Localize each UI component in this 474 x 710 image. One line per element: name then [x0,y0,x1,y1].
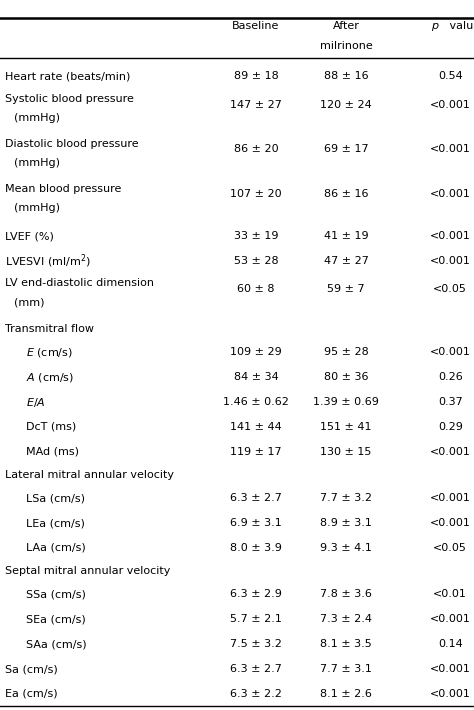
Text: 7.7 ± 3.2: 7.7 ± 3.2 [320,493,372,503]
Text: 151 ± 41: 151 ± 41 [320,422,372,432]
Text: <0.001: <0.001 [430,493,471,503]
Text: 6.3 ± 2.9: 6.3 ± 2.9 [230,589,282,599]
Text: LAa (cm/s): LAa (cm/s) [26,543,86,553]
Text: 89 ± 18: 89 ± 18 [234,72,278,82]
Text: 7.8 ± 3.6: 7.8 ± 3.6 [320,589,372,599]
Text: 6.3 ± 2.2: 6.3 ± 2.2 [230,689,282,699]
Text: MAd (ms): MAd (ms) [26,447,79,457]
Text: <0.001: <0.001 [430,689,471,699]
Text: Baseline: Baseline [232,21,280,31]
Text: Sa (cm/s): Sa (cm/s) [5,664,57,674]
Text: 86 ± 16: 86 ± 16 [324,190,368,200]
Text: (mmHg): (mmHg) [14,203,60,213]
Text: Transmitral flow: Transmitral flow [5,324,94,334]
Text: Lateral mitral annular velocity: Lateral mitral annular velocity [5,470,174,480]
Text: Diastolic blood pressure: Diastolic blood pressure [5,138,138,148]
Text: <0.001: <0.001 [430,256,471,266]
Text: 0.54: 0.54 [438,72,463,82]
Text: <0.001: <0.001 [430,664,471,674]
Text: 69 ± 17: 69 ± 17 [324,145,368,155]
Text: 8.0 ± 3.9: 8.0 ± 3.9 [230,543,282,553]
Text: <0.001: <0.001 [430,231,471,241]
Text: $p$: $p$ [431,21,440,33]
Text: 47 ± 27: 47 ± 27 [324,256,368,266]
Text: 107 ± 20: 107 ± 20 [230,190,282,200]
Text: $\it{E}$ (cm/s): $\it{E}$ (cm/s) [26,346,73,359]
Text: 95 ± 28: 95 ± 28 [324,347,368,357]
Text: 0.14: 0.14 [438,639,463,649]
Text: 119 ± 17: 119 ± 17 [230,447,282,457]
Text: 147 ± 27: 147 ± 27 [230,99,282,109]
Text: 59 ± 7: 59 ± 7 [327,284,365,294]
Text: <0.05: <0.05 [433,543,467,553]
Text: 60 ± 8: 60 ± 8 [237,284,275,294]
Text: 88 ± 16: 88 ± 16 [324,72,368,82]
Text: 0.26: 0.26 [438,372,463,382]
Text: 84 ± 34: 84 ± 34 [234,372,278,382]
Text: <0.001: <0.001 [430,447,471,457]
Text: 5.7 ± 2.1: 5.7 ± 2.1 [230,614,282,624]
Text: $\it{E/A}$: $\it{E/A}$ [26,395,46,408]
Text: 8.1 ± 2.6: 8.1 ± 2.6 [320,689,372,699]
Text: After: After [333,21,359,31]
Text: (mm): (mm) [14,297,45,307]
Text: (mmHg): (mmHg) [14,113,60,123]
Text: 7.3 ± 2.4: 7.3 ± 2.4 [320,614,372,624]
Text: <0.001: <0.001 [430,145,471,155]
Text: <0.001: <0.001 [430,190,471,200]
Text: 109 ± 29: 109 ± 29 [230,347,282,357]
Text: value: value [446,21,474,31]
Text: <0.01: <0.01 [433,589,467,599]
Text: LVESVI (ml/m$^2$): LVESVI (ml/m$^2$) [5,252,91,270]
Text: 6.9 ± 3.1: 6.9 ± 3.1 [230,518,282,528]
Text: 6.3 ± 2.7: 6.3 ± 2.7 [230,493,282,503]
Text: <0.001: <0.001 [430,614,471,624]
Text: 7.7 ± 3.1: 7.7 ± 3.1 [320,664,372,674]
Text: 8.1 ± 3.5: 8.1 ± 3.5 [320,639,372,649]
Text: 80 ± 36: 80 ± 36 [324,372,368,382]
Text: LV end-diastolic dimension: LV end-diastolic dimension [5,278,154,288]
Text: <0.001: <0.001 [430,99,471,109]
Text: <0.001: <0.001 [430,518,471,528]
Text: DcT (ms): DcT (ms) [26,422,76,432]
Text: <0.05: <0.05 [433,284,467,294]
Text: SEa (cm/s): SEa (cm/s) [26,614,86,624]
Text: LVEF (%): LVEF (%) [5,231,54,241]
Text: 120 ± 24: 120 ± 24 [320,99,372,109]
Text: 8.9 ± 3.1: 8.9 ± 3.1 [320,518,372,528]
Text: 1.46 ± 0.62: 1.46 ± 0.62 [223,397,289,407]
Text: Systolic blood pressure: Systolic blood pressure [5,94,134,104]
Text: Septal mitral annular velocity: Septal mitral annular velocity [5,566,170,576]
Text: 0.37: 0.37 [438,397,463,407]
Text: LSa (cm/s): LSa (cm/s) [26,493,85,503]
Text: LEa (cm/s): LEa (cm/s) [26,518,85,528]
Text: SAa (cm/s): SAa (cm/s) [26,639,87,649]
Text: 130 ± 15: 130 ± 15 [320,447,372,457]
Text: 0.29: 0.29 [438,422,463,432]
Text: 41 ± 19: 41 ± 19 [324,231,368,241]
Text: 33 ± 19: 33 ± 19 [234,231,278,241]
Text: 53 ± 28: 53 ± 28 [234,256,278,266]
Text: Heart rate (beats/min): Heart rate (beats/min) [5,72,130,82]
Text: 86 ± 20: 86 ± 20 [234,145,278,155]
Text: milrinone: milrinone [319,41,373,51]
Text: SSa (cm/s): SSa (cm/s) [26,589,86,599]
Text: 1.39 ± 0.69: 1.39 ± 0.69 [313,397,379,407]
Text: 6.3 ± 2.7: 6.3 ± 2.7 [230,664,282,674]
Text: Ea (cm/s): Ea (cm/s) [5,689,57,699]
Text: (mmHg): (mmHg) [14,158,60,168]
Text: $\it{A}$ (cm/s): $\it{A}$ (cm/s) [26,371,74,383]
Text: 141 ± 44: 141 ± 44 [230,422,282,432]
Text: Mean blood pressure: Mean blood pressure [5,184,121,194]
Text: 9.3 ± 4.1: 9.3 ± 4.1 [320,543,372,553]
Text: 7.5 ± 3.2: 7.5 ± 3.2 [230,639,282,649]
Text: <0.001: <0.001 [430,347,471,357]
